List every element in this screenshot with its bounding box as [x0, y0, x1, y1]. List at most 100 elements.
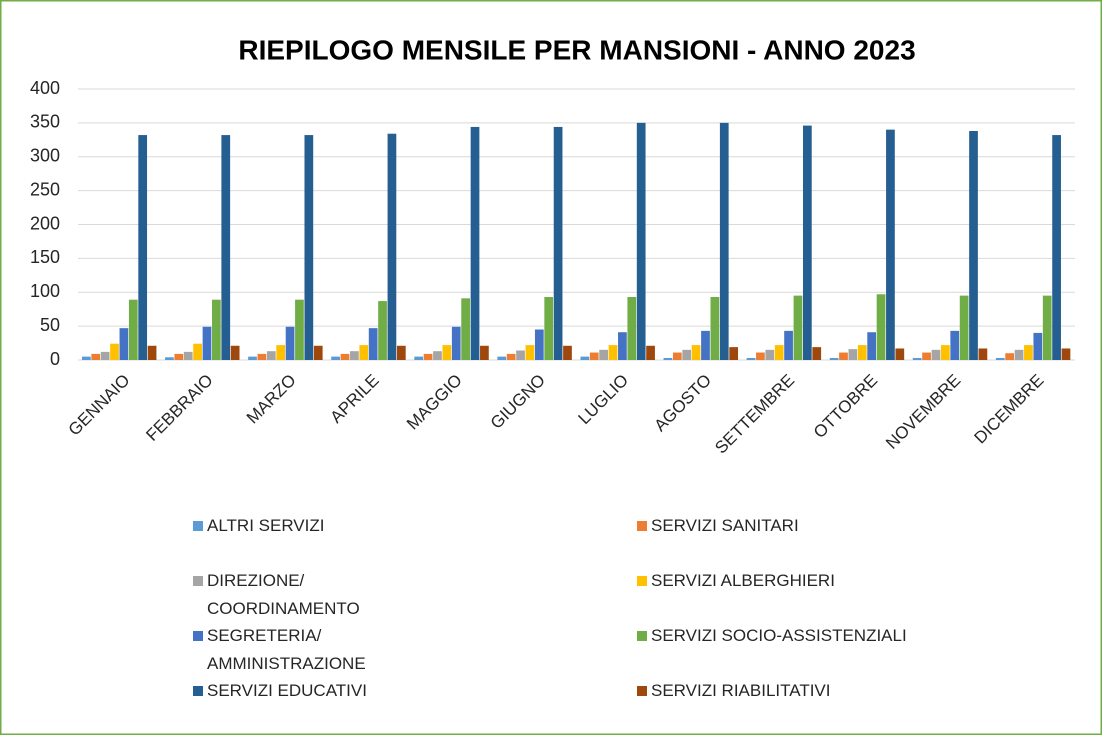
bar — [701, 330, 710, 360]
bar — [765, 349, 775, 360]
bar — [793, 295, 803, 360]
bar — [995, 357, 1005, 360]
bar — [756, 352, 765, 360]
bar — [534, 329, 544, 360]
bar — [746, 357, 756, 360]
bar — [912, 357, 922, 360]
bar — [1052, 135, 1061, 360]
bar — [266, 351, 276, 360]
bar — [350, 351, 359, 360]
bar — [516, 350, 525, 360]
bar — [599, 349, 608, 360]
bar — [248, 356, 257, 360]
bar — [886, 129, 895, 360]
bar — [230, 345, 240, 360]
y-tick-label: 150 — [30, 247, 60, 267]
y-tick-label: 400 — [30, 78, 60, 98]
bar — [506, 353, 516, 360]
bar — [368, 328, 378, 360]
bar — [165, 357, 174, 360]
bar — [212, 299, 221, 360]
bar — [81, 356, 91, 360]
bar — [710, 296, 720, 360]
bar — [91, 353, 101, 360]
bar — [423, 353, 433, 360]
bar — [922, 352, 931, 360]
bar — [119, 328, 129, 360]
bar — [729, 347, 739, 360]
bar — [128, 299, 138, 360]
bar — [672, 352, 682, 360]
bar — [1014, 349, 1024, 360]
bar — [202, 326, 212, 360]
bar — [1061, 348, 1071, 360]
bar — [959, 295, 969, 360]
bar — [276, 345, 286, 360]
bar — [553, 126, 563, 360]
bar — [563, 345, 572, 360]
bar — [138, 135, 148, 360]
bar — [1005, 353, 1015, 360]
bar — [719, 122, 729, 360]
bar — [867, 332, 877, 360]
y-tick-label: 200 — [30, 213, 60, 233]
bar — [978, 348, 988, 360]
bar — [857, 345, 867, 360]
y-tick-label: 300 — [30, 146, 60, 166]
bar — [1033, 332, 1043, 360]
bar — [414, 356, 424, 360]
bar — [774, 345, 784, 360]
bar — [313, 345, 323, 360]
bar — [378, 301, 387, 360]
bar — [442, 345, 452, 360]
bar — [839, 352, 848, 360]
chart-title: RIEPILOGO MENSILE PER MANSIONI - ANNO 20… — [238, 34, 915, 65]
bar — [812, 347, 822, 360]
bar — [848, 349, 858, 360]
bar — [784, 330, 793, 360]
bar — [451, 326, 461, 360]
bar — [940, 345, 950, 360]
bar — [396, 345, 406, 360]
bar — [359, 345, 369, 360]
bar — [340, 353, 350, 360]
bar — [433, 351, 442, 360]
bar — [304, 135, 314, 360]
bar — [147, 345, 157, 360]
bar — [608, 345, 618, 360]
bar — [257, 353, 267, 360]
bar — [829, 357, 839, 360]
bar — [1042, 295, 1052, 360]
bar — [646, 345, 655, 360]
bar — [285, 326, 295, 360]
bar — [544, 296, 554, 360]
bar — [295, 299, 304, 360]
y-tick-label: 50 — [40, 315, 60, 335]
bar — [950, 330, 960, 360]
bar — [663, 357, 673, 360]
bar — [1024, 345, 1033, 360]
bar — [525, 345, 535, 360]
bar — [802, 125, 812, 361]
bar — [183, 351, 193, 360]
bar — [931, 349, 941, 360]
bar — [580, 356, 590, 360]
y-tick-label: 100 — [30, 281, 60, 301]
bar — [100, 351, 110, 360]
bar — [110, 343, 119, 360]
bar — [387, 133, 397, 360]
bar — [193, 343, 202, 360]
bar — [589, 352, 599, 360]
bar — [461, 298, 470, 360]
bar — [627, 296, 637, 360]
bar — [895, 348, 905, 360]
bar — [618, 332, 627, 360]
y-tick-label: 0 — [50, 349, 60, 369]
bar — [470, 126, 480, 360]
bar — [969, 131, 978, 360]
bar — [497, 356, 507, 360]
bar — [876, 294, 886, 360]
